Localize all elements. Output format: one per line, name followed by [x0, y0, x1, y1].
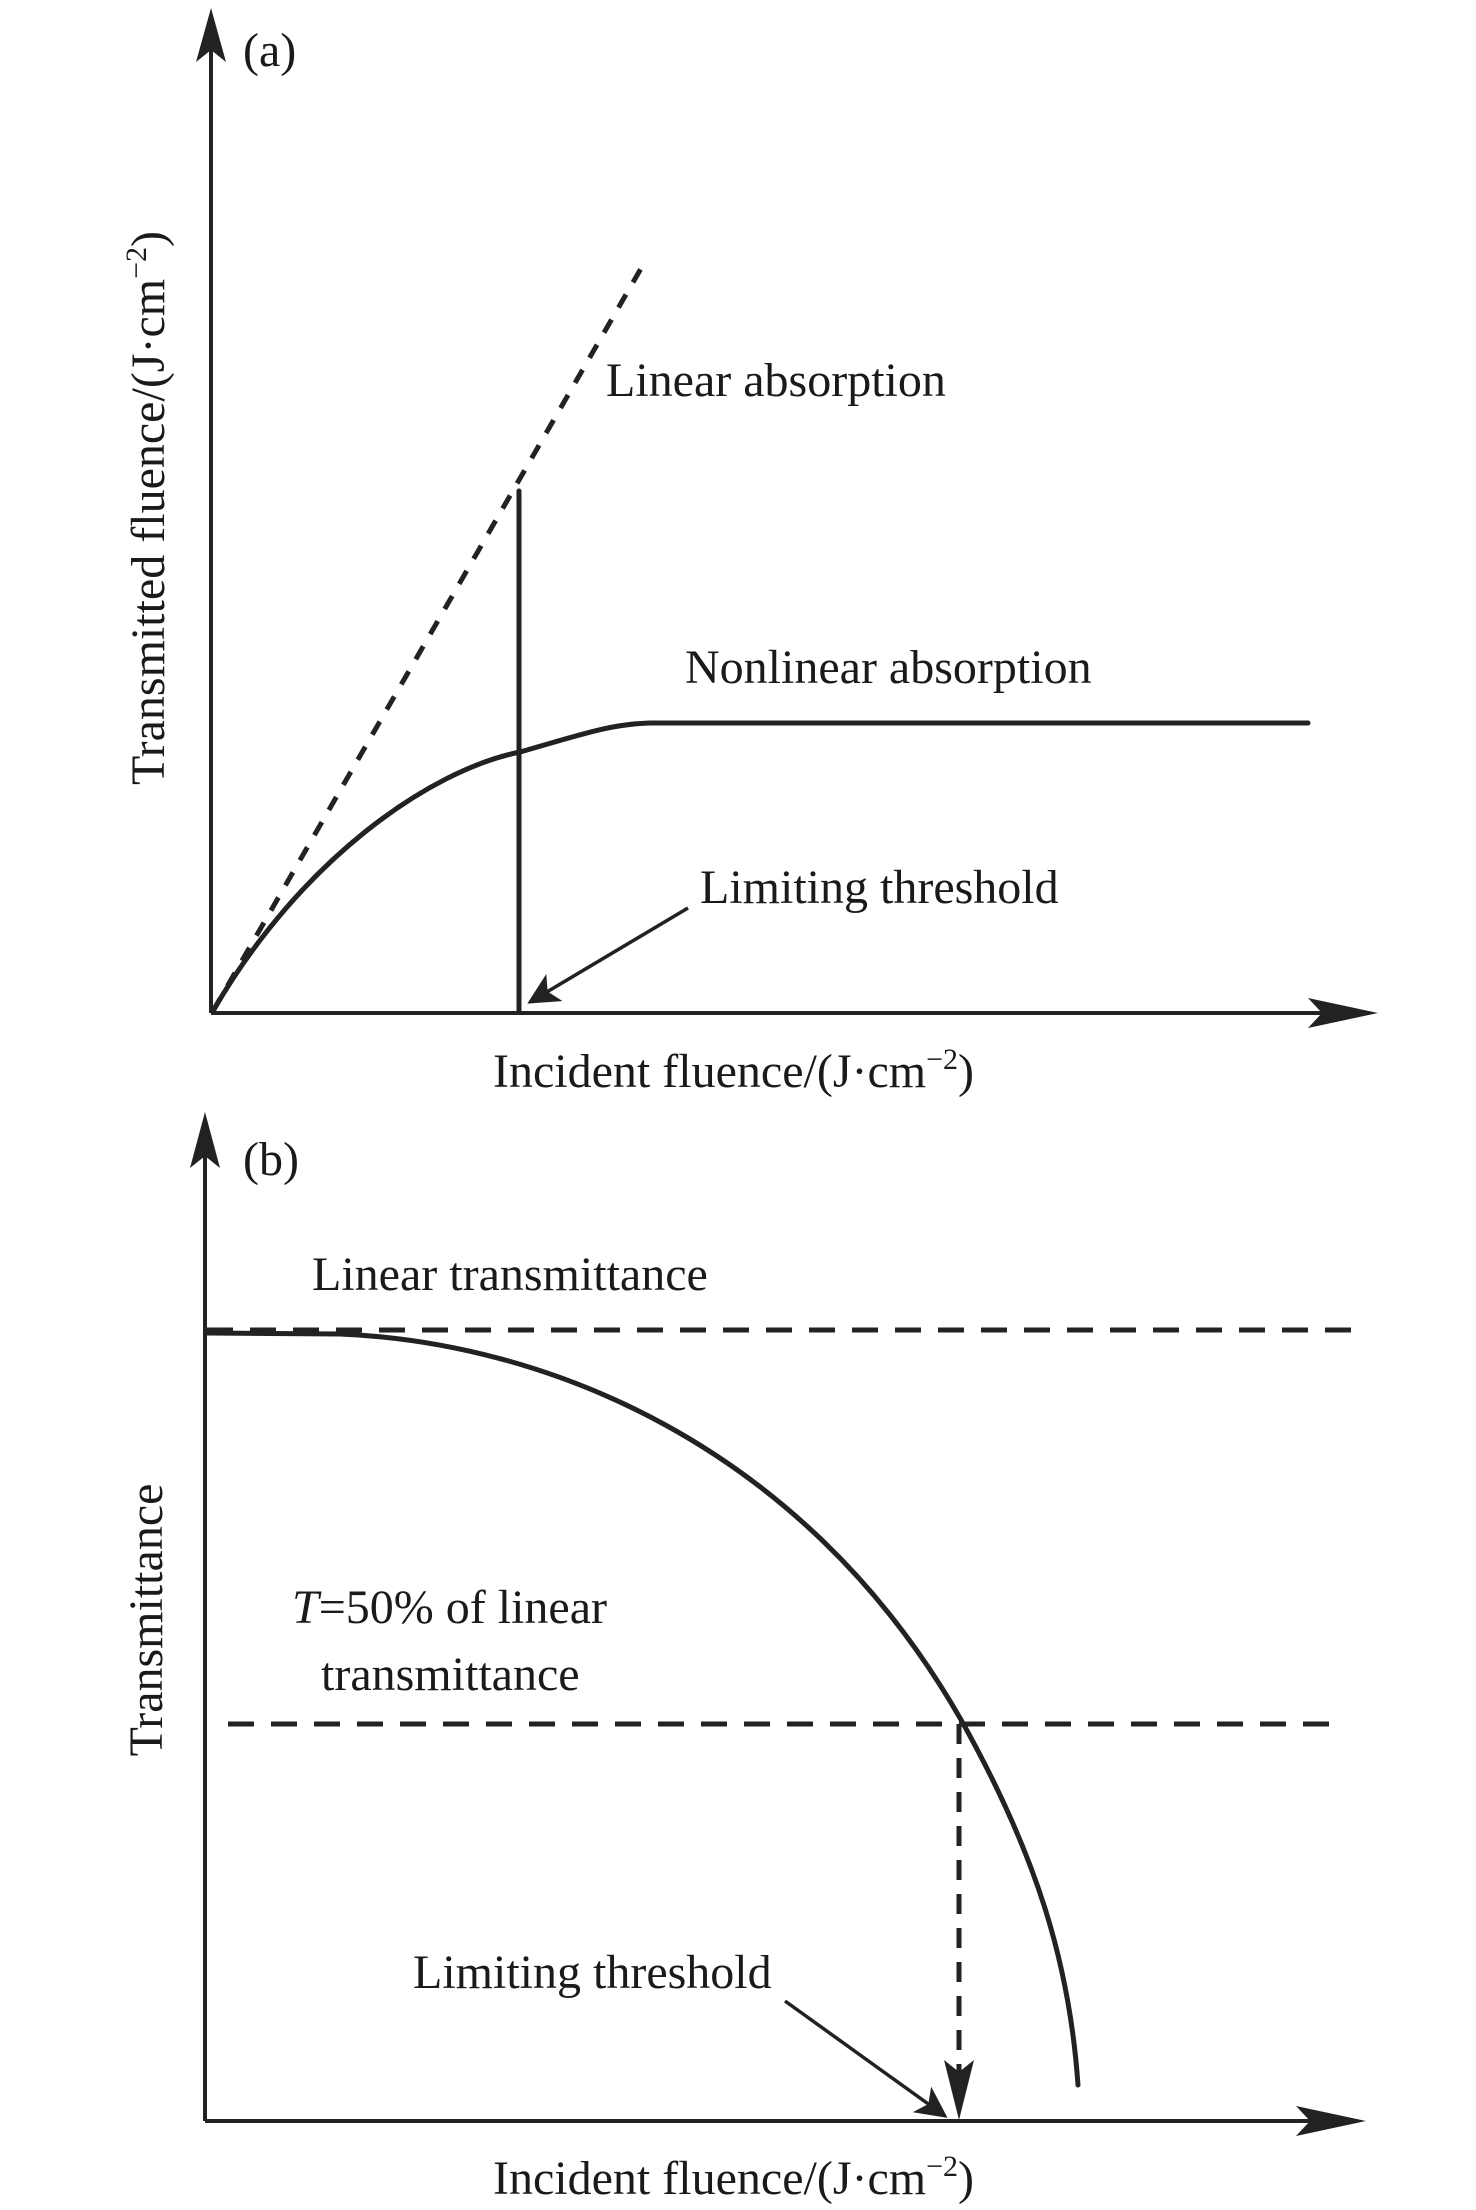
- panel-b-y-axis-arrow-icon: [190, 1112, 220, 1168]
- panel-a-threshold-label: Limiting threshold: [700, 861, 1059, 914]
- panel-a-x-axis-title: Incident fluence/(J·cm−2): [493, 1043, 974, 1098]
- panel-a: (a) Linear absorption Nonlinear absorpti…: [120, 8, 1378, 1098]
- panel-b-x-axis-title: Incident fluence/(J·cm−2): [493, 2150, 974, 2205]
- panel-b-linear-transmittance-label: Linear transmittance: [312, 1248, 708, 1301]
- panel-b-half-transmittance-label-line2: transmittance: [321, 1648, 580, 1701]
- panel-b-transmittance-curve: [204, 1330, 1081, 2088]
- panel-a-linear-absorption-label: Linear absorption: [606, 354, 946, 407]
- panel-a-y-axis-title: Transmitted fluence/(J·cm−2): [120, 231, 175, 785]
- panel-b-y-axis-title: Transmittance: [120, 1484, 173, 1757]
- panel-b: (b) Linear transmittance T=50% of linear…: [120, 1112, 1366, 2205]
- panel-b-threshold-label: Limiting threshold: [413, 1946, 772, 1999]
- panel-b-label: (b): [243, 1133, 299, 1186]
- panel-a-linear-absorption-line: [210, 263, 646, 1013]
- panel-a-x-axis-arrow-icon: [1308, 998, 1378, 1028]
- panel-b-threshold-drop-arrow-icon: [944, 2060, 974, 2120]
- panel-a-label: (a): [243, 24, 296, 77]
- panel-a-y-axis-arrow-icon: [196, 8, 226, 62]
- panel-a-threshold-pointer: [527, 906, 689, 1004]
- panel-a-nonlinear-absorption-curve: [210, 720, 1311, 1014]
- panel-b-x-axis-arrow-icon: [1296, 2106, 1366, 2136]
- panel-a-nonlinear-absorption-label: Nonlinear absorption: [685, 641, 1092, 694]
- panel-b-threshold-pointer: [783, 1999, 948, 2118]
- panel-b-half-transmittance-label: T=50% of linear: [292, 1581, 607, 1634]
